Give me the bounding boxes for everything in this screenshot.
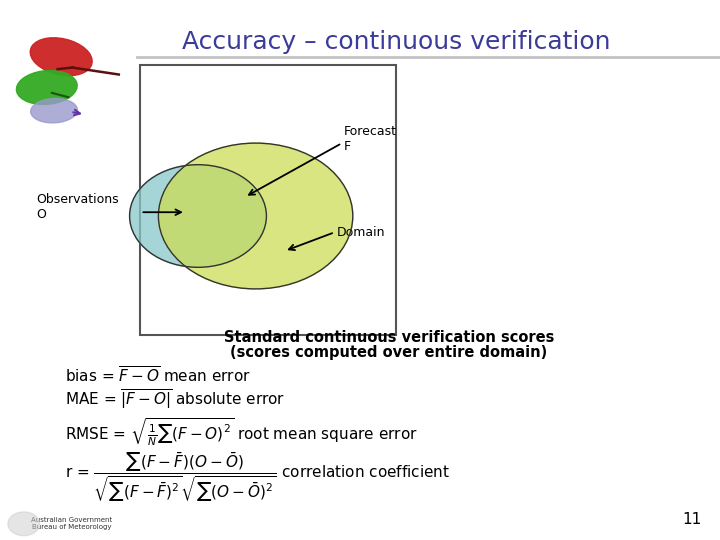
Text: MAE = $\overline{|F-O|}$ absolute error: MAE = $\overline{|F-O|}$ absolute error (65, 388, 285, 411)
Circle shape (158, 143, 353, 289)
Text: bias = $\overline{F-O}$ mean error: bias = $\overline{F-O}$ mean error (65, 365, 251, 386)
Text: Standard continuous verification scores: Standard continuous verification scores (224, 330, 554, 345)
Text: RMSE = $\sqrt{\frac{1}{N}\sum(F-O)^2}$ root mean square error: RMSE = $\sqrt{\frac{1}{N}\sum(F-O)^2}$ r… (65, 416, 418, 448)
Text: Accuracy – continuous verification: Accuracy – continuous verification (181, 30, 611, 53)
Ellipse shape (30, 38, 92, 76)
Ellipse shape (17, 71, 77, 104)
Text: Bureau of Meteorology: Bureau of Meteorology (32, 524, 112, 530)
Text: Forecast
F: Forecast F (344, 125, 397, 153)
Text: (scores computed over entire domain): (scores computed over entire domain) (230, 345, 547, 360)
Text: Domain: Domain (337, 226, 385, 239)
Circle shape (130, 165, 266, 267)
Ellipse shape (31, 98, 77, 123)
Text: r = $\dfrac{\sum(F-\bar{F})(O-\bar{O})}{\sqrt{\sum(F-\bar{F})^2}\sqrt{\sum(O-\ba: r = $\dfrac{\sum(F-\bar{F})(O-\bar{O})}{… (65, 451, 450, 505)
Bar (140, 65, 396, 335)
Circle shape (8, 512, 40, 536)
Text: Australian Government: Australian Government (32, 517, 112, 523)
Text: Observations
O: Observations O (36, 193, 119, 221)
Text: 11: 11 (683, 511, 702, 526)
